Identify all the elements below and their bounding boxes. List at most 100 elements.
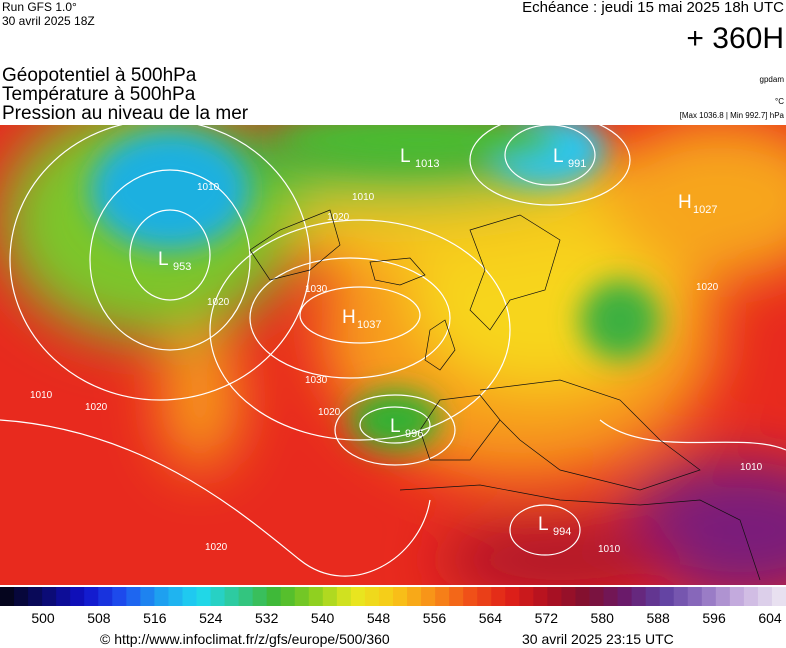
- colorbar-swatch: [56, 587, 71, 606]
- lead-time: + 360H: [686, 22, 784, 55]
- echeance: Echéance : jeudi 15 mai 2025 18h UTC: [522, 0, 784, 16]
- pressure-center-value: 996: [405, 428, 423, 440]
- isobar-label: 1010: [30, 390, 53, 401]
- colorbar-swatch: [112, 587, 127, 606]
- pressure-center-value: 994: [553, 526, 571, 538]
- colorbar-swatch: [771, 587, 786, 606]
- colorbar-label: 588: [646, 610, 670, 626]
- colorbar-swatch: [252, 587, 268, 606]
- colorbar-swatch: [505, 587, 520, 606]
- colorbar-swatch: [308, 587, 324, 606]
- colorbar-swatch: [561, 587, 576, 606]
- isobar-label: 1010: [352, 192, 375, 203]
- colorbar-swatch: [519, 587, 534, 606]
- colorbar-swatch: [84, 587, 99, 606]
- colorbar-swatch: [687, 587, 703, 606]
- colorbar-swatch: [182, 587, 197, 606]
- isobar-label: 1010: [197, 182, 220, 193]
- title: Géopotentiel à 500hPa: [2, 65, 197, 86]
- colorbar-swatch: [196, 587, 212, 606]
- colorbar-swatch: [673, 587, 689, 606]
- pressure-center-letter: H: [678, 192, 692, 213]
- colorbar-swatch: [14, 587, 29, 606]
- colorbar-label: 508: [87, 610, 111, 626]
- colorbar-swatch: [729, 587, 745, 606]
- colorbar-swatch: [589, 587, 605, 606]
- colorbar-swatch: [603, 587, 619, 606]
- isobar-label: 1030: [305, 284, 328, 295]
- unit: gpdam: [760, 75, 785, 84]
- colorbar-swatch: [435, 587, 450, 606]
- colorbar-swatch: [631, 587, 647, 606]
- isobar-label: 1020: [696, 282, 719, 293]
- colorbar-swatch: [42, 587, 57, 606]
- isobar-label: 1010: [740, 462, 763, 473]
- title: Pression au niveau de la mer: [2, 103, 249, 124]
- colorbar-swatch: [98, 587, 113, 606]
- colorbar-swatch: [449, 587, 464, 606]
- colorbar-label: 548: [367, 610, 391, 626]
- colorbar-swatch: [407, 587, 422, 606]
- unit: °C: [775, 97, 784, 106]
- isobar-label: 1010: [598, 544, 621, 555]
- pressure-center-letter: H: [342, 307, 356, 328]
- colorbar-swatch: [0, 587, 15, 606]
- pressure-center-letter: L: [400, 146, 411, 167]
- colorbar-swatch: [126, 587, 141, 606]
- colorbar-swatch: [238, 587, 254, 606]
- footer-url: © http://www.infoclimat.fr/z/gfs/europe/…: [100, 631, 390, 647]
- colorbar-swatch: [266, 587, 282, 606]
- colorbar-label: 524: [199, 610, 223, 626]
- colorbar-label: 500: [31, 610, 55, 626]
- colorbar-label: 596: [702, 610, 726, 626]
- colorbar-swatch: [491, 587, 506, 606]
- title: Température à 500hPa: [2, 84, 196, 105]
- colorbar-swatch: [701, 587, 717, 606]
- map: [0, 125, 786, 585]
- colorbar-swatch: [645, 587, 661, 606]
- colorbar-swatch: [280, 587, 296, 606]
- colorbar-swatch: [533, 587, 548, 606]
- colorbar-swatch: [210, 587, 226, 606]
- colorbar-label: 572: [535, 610, 559, 626]
- pressure-center-value: 1013: [415, 158, 439, 170]
- pressure-center-value: 1027: [693, 204, 717, 216]
- colorbar-label: 580: [591, 610, 615, 626]
- run: Run GFS 1.0°: [2, 0, 77, 14]
- colorbar-swatch: [393, 587, 408, 606]
- unit: [Max 1036.8 | Min 992.7] hPa: [680, 111, 785, 120]
- pressure-center-value: 1037: [357, 319, 381, 331]
- colorbar-swatch: [575, 587, 590, 606]
- colorbar: 500 508 516 524 532 540 548 556 564 572 580 588 596 6…: [0, 587, 786, 626]
- colorbar-swatch: [757, 587, 773, 606]
- pressure-center-letter: L: [158, 249, 169, 270]
- colorbar-swatch: [743, 587, 759, 606]
- isobar-label: 1020: [205, 542, 228, 553]
- colorbar-label: 516: [143, 610, 167, 626]
- colorbar-swatch: [70, 587, 85, 606]
- isobar-label: 1030: [305, 375, 328, 386]
- isobar-label: 1020: [207, 297, 230, 308]
- isobar-label: 1020: [85, 402, 108, 413]
- colorbar-swatch: [421, 587, 436, 606]
- isobar-label: 1020: [318, 407, 341, 418]
- colorbar-swatch: [322, 587, 338, 606]
- colorbar-swatch: [28, 587, 43, 606]
- coastlines: [249, 209, 761, 581]
- isobar-label: 1020: [327, 212, 350, 223]
- colorbar-swatch: [140, 587, 155, 606]
- colorbar-swatch: [617, 587, 633, 606]
- pressure-center-value: 953: [173, 261, 191, 273]
- pressure-center-letter: L: [538, 514, 549, 535]
- colorbar-swatch: [336, 587, 352, 606]
- colorbar-swatch: [477, 587, 492, 606]
- colorbar-swatch: [224, 587, 240, 606]
- isobars: [0, 125, 786, 577]
- colorbar-swatch: [294, 587, 310, 606]
- colorbar-label: 540: [311, 610, 335, 626]
- colorbar-swatch: [168, 587, 183, 606]
- colorbar-swatch: [378, 587, 394, 606]
- colorbar-swatch: [364, 587, 380, 606]
- colorbar-label: 556: [423, 610, 447, 626]
